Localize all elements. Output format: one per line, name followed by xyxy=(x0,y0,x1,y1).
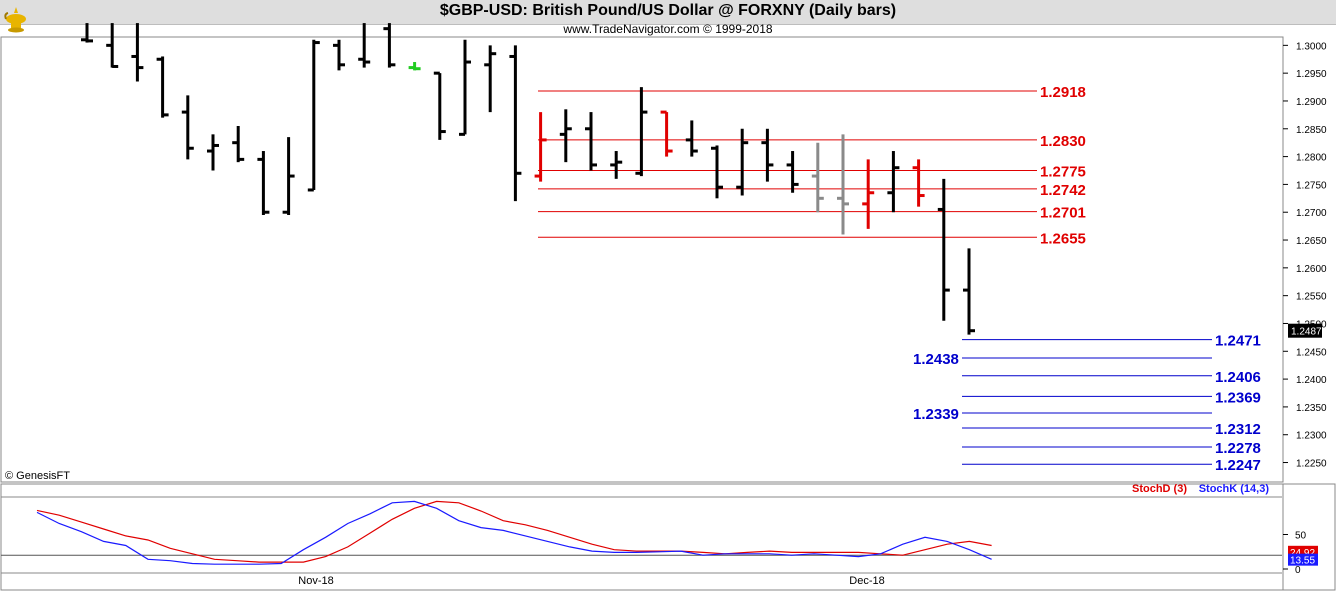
ohlc-bar xyxy=(509,45,522,202)
price-tick-label: 1.2700 xyxy=(1296,208,1327,219)
resistance-label: 1.2742 xyxy=(1040,182,1086,199)
ohlc-bar xyxy=(81,23,93,43)
support-label: 1.2339 xyxy=(913,406,959,423)
resistance-label: 1.2655 xyxy=(1040,230,1086,247)
ohlc-bar xyxy=(181,95,194,160)
price-tick-label: 1.2800 xyxy=(1296,153,1327,164)
ohlc-bar xyxy=(912,159,925,207)
ohlc-bar xyxy=(459,39,471,136)
support-label: 1.2312 xyxy=(1215,421,1261,438)
ohlc-bar xyxy=(660,110,673,157)
chart-title: $GBP-USD: British Pound/US Dollar @ FORX… xyxy=(439,2,897,19)
x-label-dec-18: Dec-18 xyxy=(849,575,884,587)
price-tick-label: 1.3000 xyxy=(1296,41,1327,52)
price-tick-label: 1.2900 xyxy=(1296,97,1327,108)
resistance-label: 1.2701 xyxy=(1040,205,1086,222)
price-tick-label: 1.2650 xyxy=(1296,236,1327,247)
price-tick-label: 1.2350 xyxy=(1296,403,1327,414)
ohlc-bar xyxy=(207,134,219,171)
stoch-k-value-box xyxy=(1288,553,1318,566)
ohlc-bar xyxy=(937,178,950,321)
ohlc-bar xyxy=(282,137,295,215)
resistance-label: 1.2918 xyxy=(1040,84,1086,101)
ohlc-bar xyxy=(635,87,648,177)
ohlc-bar xyxy=(433,71,446,140)
price-tick-label: 1.2850 xyxy=(1296,125,1327,136)
title-bar: $GBP-USD: British Pound/US Dollar @ FORX… xyxy=(0,0,1336,25)
price-tick-label: 1.2600 xyxy=(1296,264,1327,275)
last-price-box xyxy=(1288,323,1322,338)
ohlc-bar xyxy=(534,112,547,182)
ohlc-bar xyxy=(837,134,849,235)
genie-lamp-logo-icon xyxy=(4,7,26,33)
stoch-k-line xyxy=(36,500,992,565)
ohlc-bar xyxy=(711,145,723,199)
support-label: 1.2471 xyxy=(1215,333,1261,350)
price-tick-label: 1.2400 xyxy=(1296,375,1327,386)
ohlc-bar xyxy=(610,151,623,179)
x-label-nov-18: Nov-18 xyxy=(298,575,333,587)
ohlc-bar xyxy=(232,126,245,163)
ohlc-bar xyxy=(484,45,497,113)
copyright-text: www.TradeNavigator.com © 1999-2018 xyxy=(562,22,772,36)
osc-tick-label: 50 xyxy=(1295,531,1307,542)
support-label: 1.2406 xyxy=(1215,369,1261,386)
ohlc-bar xyxy=(156,56,169,118)
resistance-label: 1.2775 xyxy=(1040,164,1086,181)
ohlc-bar xyxy=(786,151,799,193)
ohlc-bar xyxy=(257,151,270,215)
ohlc-bar xyxy=(106,23,119,68)
support-label: 1.2247 xyxy=(1215,457,1261,474)
price-tick-label: 1.2450 xyxy=(1296,347,1327,358)
stoch-d-value: 24.92 xyxy=(1290,548,1315,559)
ohlc-bar xyxy=(383,23,396,68)
price-tick-label: 1.2750 xyxy=(1296,180,1327,191)
osc-tick-label: 0 xyxy=(1295,565,1301,576)
ohlc-bar xyxy=(685,120,698,157)
ohlc-bar xyxy=(333,39,345,71)
stoch-k-value: 13.55 xyxy=(1290,556,1315,567)
support-label: 1.2438 xyxy=(913,351,959,368)
ohlc-bar xyxy=(761,128,774,182)
resistance-label: 1.2830 xyxy=(1040,133,1086,150)
price-tick-label: 1.2250 xyxy=(1296,459,1327,470)
ohlc-bars xyxy=(81,23,975,335)
stoch-d-line xyxy=(36,500,992,563)
support-label: 1.2278 xyxy=(1215,440,1261,457)
last-price-label: 1.2487 xyxy=(1291,327,1322,338)
ohlc-bar xyxy=(408,62,421,71)
indicator-pane-frame xyxy=(0,483,1336,591)
ohlc-bar xyxy=(585,112,597,171)
stoch-k-legend: StochK (14,3) xyxy=(1199,483,1270,495)
price-tick-label: 1.2300 xyxy=(1296,431,1327,442)
ohlc-bar xyxy=(736,128,749,196)
stoch-d-legend: StochD (3) xyxy=(1132,483,1187,495)
price-axis: 1.3000 1.2950 1.2900 1.2850 1.2800 1.2750 1.27… xyxy=(1283,41,1327,470)
price-tick-label: 1.2550 xyxy=(1296,292,1327,303)
support-label: 1.2369 xyxy=(1215,389,1261,406)
price-tick-label: 1.2950 xyxy=(1296,69,1327,80)
ohlc-bar xyxy=(559,109,572,163)
ohlc-bar xyxy=(131,23,144,82)
ohlc-bar xyxy=(358,23,371,68)
ohlc-bar xyxy=(887,151,900,213)
ohlc-bar xyxy=(963,248,975,335)
ohlc-bar xyxy=(307,39,320,192)
ohlc-bar xyxy=(862,159,875,229)
genesis-watermark: © GenesisFT xyxy=(5,470,70,482)
ohlc-bar xyxy=(811,142,824,213)
